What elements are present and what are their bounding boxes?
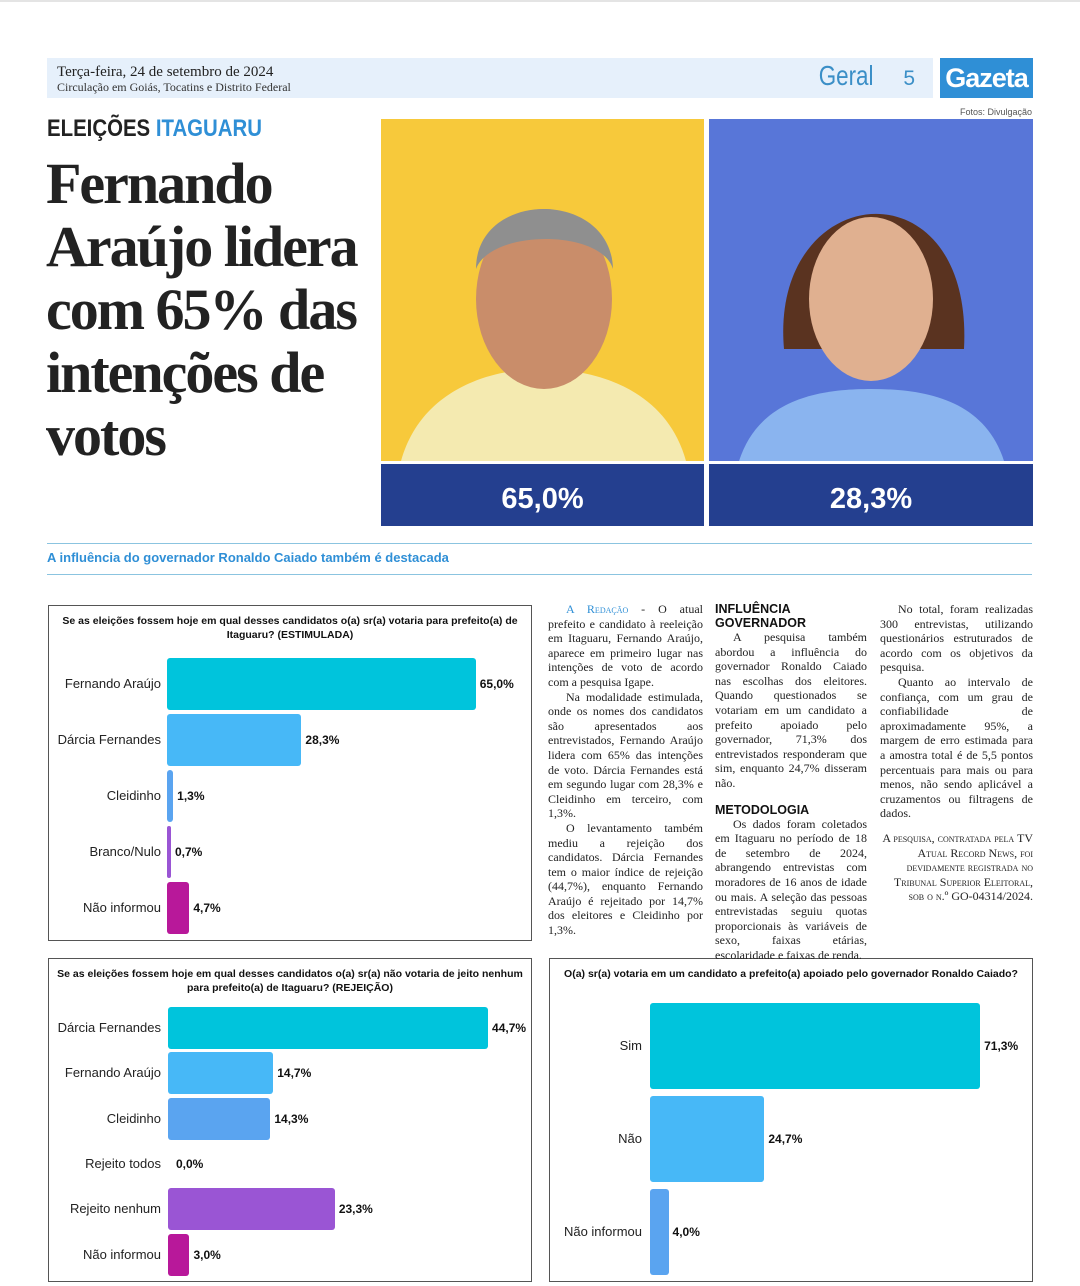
value-label: 4,7% <box>193 901 221 915</box>
paragraph: Na modalidade estimulada, onde os nomes … <box>548 689 703 821</box>
top-rule <box>0 0 1080 2</box>
photo-darcia-fernandes <box>709 119 1033 461</box>
value-label: 14,7% <box>277 1066 312 1081</box>
category-label: Dárcia Fernandes <box>57 1020 161 1035</box>
bar <box>168 1233 190 1276</box>
divider <box>47 543 1032 544</box>
category-label: Branco/Nulo <box>89 844 161 859</box>
page-header: Terça-feira, 24 de setembro de 2024 Circ… <box>47 58 933 98</box>
category-label: Cleidinho <box>106 788 161 803</box>
value-label: 28,3% <box>305 733 340 747</box>
value-label: 1,3% <box>177 789 205 803</box>
bar <box>168 1097 271 1140</box>
candidate-1-percentage: 65,0% <box>381 464 704 526</box>
gazeta-logo: Gazeta <box>940 58 1033 98</box>
section-heading: METODOLOGIA <box>715 802 810 817</box>
value-label: 4,0% <box>672 1225 700 1239</box>
candidate-2-percentage: 28,3% <box>709 464 1033 526</box>
bar <box>650 1003 981 1089</box>
category-label: Fernando Araújo <box>64 676 161 691</box>
circulation: Circulação em Goiás, Tocatins e Distrito… <box>57 80 291 94</box>
kicker-city: ITAGUARU <box>155 115 262 142</box>
paragraph: Os dados foram coletados em Itaguaru no … <box>715 816 867 962</box>
value-label: 14,3% <box>274 1111 309 1126</box>
category-label: Fernando Araújo <box>64 1065 161 1081</box>
section-heading: INFLUÊNCIA GOVERNADOR <box>715 602 806 630</box>
bar <box>168 1188 335 1231</box>
value-label: 23,3% <box>338 1202 373 1217</box>
value-label: 71,3% <box>984 1039 1019 1053</box>
candidate-portrait-icon <box>401 209 686 461</box>
paragraph: O levantamento também mediu a rejeição d… <box>548 820 703 938</box>
category-label: Dárcia Fernandes <box>57 732 161 747</box>
category-label: Não informou <box>82 1246 161 1262</box>
value-label: 44,7% <box>492 1021 527 1035</box>
date: Terça-feira, 24 de setembro de 2024 <box>57 64 274 80</box>
chart-rejection: Se as eleições fossem hoje em qual desse… <box>48 958 532 1282</box>
headline: Fernando Araújo lidera com 65% das inten… <box>46 151 359 468</box>
category-label: Não <box>618 1131 642 1146</box>
chart-title: Se as eleições fossem hoje em qual desse… <box>62 615 518 641</box>
category-label: Rejeito nenhum <box>69 1201 161 1217</box>
bar <box>167 882 190 934</box>
paragraph: A pesquisa também abordou a influência d… <box>715 630 867 790</box>
bar <box>167 658 476 710</box>
bar <box>650 1189 669 1275</box>
bar <box>168 1007 489 1049</box>
bar <box>650 1096 765 1182</box>
chart-title: O(a) sr(a) votaria em um candidato a pre… <box>564 968 1018 980</box>
photo-credit: Fotos: Divulgação <box>959 107 1032 117</box>
value-label: 0,0% <box>176 1156 204 1171</box>
paragraph: - O atual prefeito e candidato à reeleiç… <box>548 602 704 689</box>
value-label: 65,0% <box>479 677 514 691</box>
page-number: 5 <box>903 67 915 90</box>
subheadline: A influência do governador Ronaldo Caiad… <box>47 550 449 565</box>
category-label: Não informou <box>82 900 161 915</box>
paragraph: No total, foram realizadas 300 entrevist… <box>880 602 1033 675</box>
article-column-2: INFLUÊNCIA GOVERNADOR A pesquisa também … <box>715 602 867 962</box>
bar <box>167 770 174 822</box>
bar <box>167 714 302 766</box>
chart-title: Se as eleições fossem hoje em qual desse… <box>57 968 523 994</box>
bar <box>167 826 171 878</box>
divider <box>47 574 1032 575</box>
chart-stimulated-vote: Se as eleições fossem hoje em qual desse… <box>48 605 532 941</box>
category-label: Cleidinho <box>106 1110 161 1126</box>
value-label: 24,7% <box>768 1132 803 1146</box>
value-label: 0,7% <box>175 845 203 859</box>
paragraph: Quanto ao intervalo de confiança, com um… <box>880 674 1033 821</box>
chart-governor-influence: O(a) sr(a) votaria em um candidato a pre… <box>549 958 1033 1282</box>
category-label: Sim <box>619 1038 642 1053</box>
bar <box>168 1052 274 1095</box>
category-label: Não informou <box>563 1224 642 1239</box>
kicker-main: ELEIÇÕES <box>47 115 151 142</box>
article-column-3: No total, foram realizadas 300 entrevist… <box>880 602 1033 904</box>
article-column-1: A Redação - O atual prefeito e candidato… <box>548 602 703 938</box>
byline: A Redação <box>566 602 629 616</box>
candidate-portrait-icon <box>739 213 1004 461</box>
category-label: Rejeito todos <box>85 1155 161 1171</box>
photo-fernando-araujo <box>381 119 704 461</box>
registration-note: A pesquisa, contratada pela TV Atual Rec… <box>882 830 1033 904</box>
section-name: Geral <box>818 60 873 91</box>
value-label: 3,0% <box>193 1247 221 1262</box>
kicker: ELEIÇÕES ITAGUARU <box>47 115 262 143</box>
